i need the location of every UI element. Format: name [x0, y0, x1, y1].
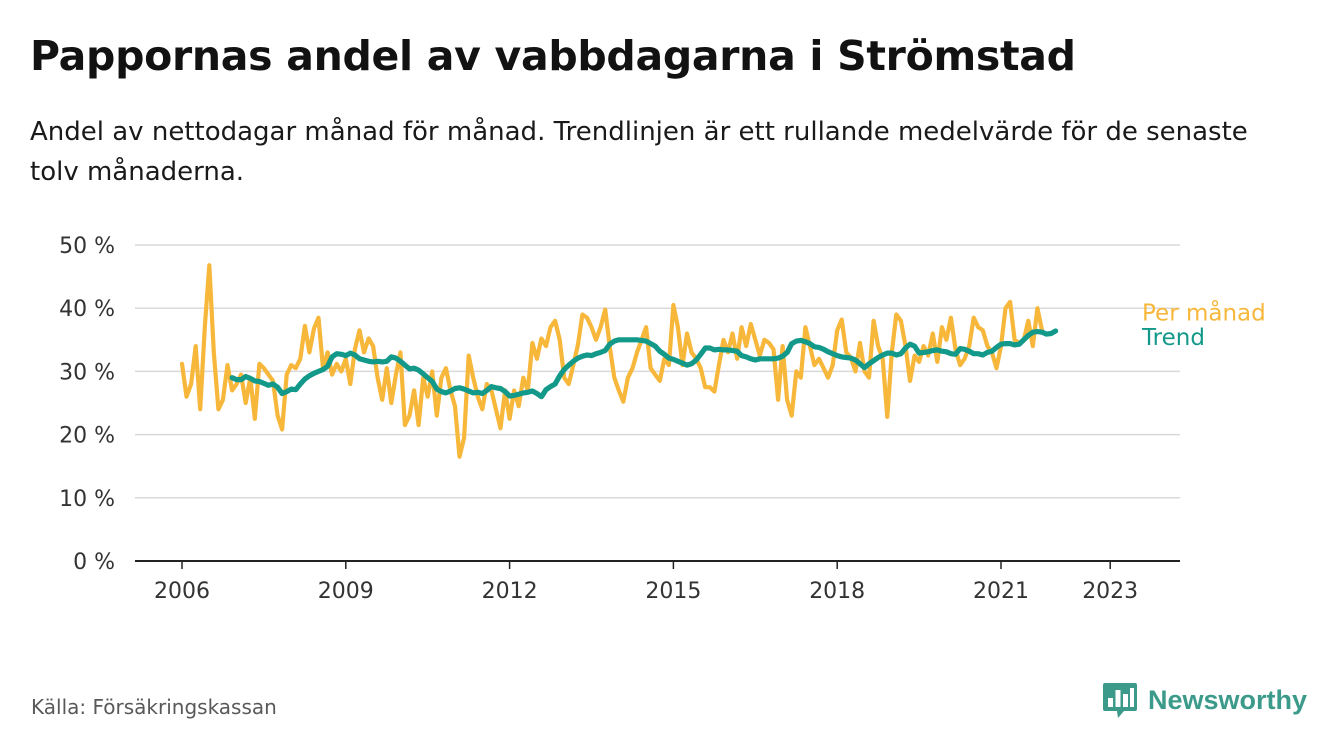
x-tick-label: 2006: [154, 579, 210, 604]
x-tick-label: 2021: [973, 579, 1029, 604]
monthly-line: [179, 263, 1045, 459]
y-tick-label: 30 %: [59, 360, 115, 385]
x-tick-label: 2009: [318, 579, 374, 604]
x-tick-label: 2012: [482, 579, 538, 604]
trend-series-label: Trend: [1141, 325, 1205, 351]
monthly-series-label: Per månad: [1142, 298, 1266, 326]
x-tick-label: 2018: [809, 579, 865, 604]
chart-subtitle: Andel av nettodagar månad för månad. Tre…: [30, 117, 1248, 187]
chart-title: Pappornas andel av vabbdagarna i Strömst…: [30, 32, 1076, 80]
source-note: Källa: Försäkringskassan: [31, 695, 277, 719]
y-axis-tick-labels: 0 % 10 % 20 % 30 % 40 % 50 %: [59, 234, 115, 575]
x-tick-label: 2023: [1082, 579, 1138, 604]
newsworthy-logo: Newsworthy: [1102, 681, 1307, 719]
y-tick-label: 50 %: [59, 234, 115, 259]
y-tick-label: 10 %: [59, 487, 115, 512]
series-lines: [179, 263, 1059, 459]
y-tick-label: 0 %: [73, 550, 115, 575]
y-tick-label: 40 %: [59, 297, 115, 322]
y-tick-label: 20 %: [59, 424, 115, 449]
brand-name: Newsworthy: [1148, 684, 1308, 715]
gridlines: [135, 244, 1180, 499]
newsworthy-chart-icon: [1103, 683, 1137, 718]
x-axis: 2006 2009 2012 2015 2018 2021 2023: [135, 560, 1180, 604]
trend-line: [229, 328, 1059, 400]
x-tick-label: 2015: [645, 579, 701, 604]
